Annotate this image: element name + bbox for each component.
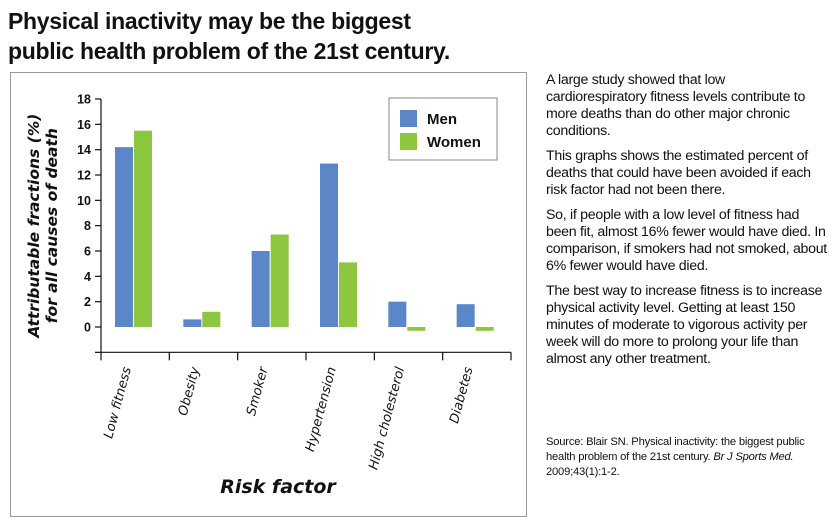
legend-label-women: Women (427, 134, 481, 151)
legend-swatch-men (400, 110, 417, 127)
bar-women-high-cholesterol (407, 327, 426, 331)
description-paragraph-2: This graphs shows the estimated percent … (546, 148, 811, 198)
source-prefix: Source: Blair SN. Physical inactivity: t… (546, 436, 805, 463)
x-tick-label: Hypertension (303, 365, 340, 453)
description-paragraph-1: A large study showed that low cardioresp… (546, 72, 806, 139)
y-tick-label: 16 (77, 118, 91, 132)
y-tick-label: 14 (77, 143, 91, 157)
source-journal: Br J Sports Med. (713, 451, 794, 463)
y-tick-label: 2 (84, 295, 91, 309)
y-tick-label: 18 (77, 93, 91, 107)
source-details: 2009;43(1):1-2. (546, 466, 620, 478)
bar-men-smoker (251, 251, 270, 327)
bar-men-low-fitness (115, 147, 133, 327)
x-tick-label: Obesity (176, 365, 203, 417)
chart-panel: 0 2 4 6 8 10 12 14 16 18 Low fitness Obesity Smoker… (10, 72, 527, 517)
bar-women-low-fitness (134, 130, 152, 327)
bar-women-diabetes (475, 327, 494, 331)
y-tick-label: 10 (77, 194, 91, 208)
y-axis-label-line-1: Attributable fractions (%) (25, 114, 43, 339)
bar-women-hypertension (339, 262, 357, 327)
source-citation: Source: Blair SN. Physical inactivity: t… (546, 435, 829, 480)
title-line-2: public health problem of the 21st centur… (8, 38, 450, 64)
bar-men-high-cholesterol (388, 301, 407, 327)
y-tick-label: 0 (84, 321, 91, 335)
description-panel: A large study showed that low cardioresp… (546, 72, 829, 376)
y-axis-label-line-2: for all causes of death (43, 128, 61, 323)
bar-men-obesity (183, 319, 202, 327)
bar-chart: 0 2 4 6 8 10 12 14 16 18 Low fitness Obesity Smoker… (25, 93, 512, 498)
bar-women-obesity (202, 311, 221, 327)
legend-label-men: Men (427, 111, 457, 128)
x-tick-label: Low fitness (101, 365, 135, 440)
y-ticks-layer: 0 2 4 6 8 10 12 14 16 18 (77, 93, 101, 353)
bar-men-diabetes (456, 304, 475, 327)
bars-layer (115, 130, 494, 331)
bar-women-smoker (270, 234, 289, 327)
description-paragraph-3: So, if people with a low level of fitnes… (546, 207, 827, 274)
x-tick-label: High cholesterol (366, 365, 408, 471)
y-tick-label: 12 (77, 169, 91, 183)
category-labels-layer: Low fitness Obesity Smoker Hypertension High… (101, 364, 476, 472)
x-axis-label: Risk factor (220, 476, 337, 498)
page-title: Physical inactivity may be the biggest p… (8, 6, 528, 66)
y-tick-label: 8 (84, 219, 91, 233)
y-tick-label: 4 (84, 270, 91, 284)
bar-men-hypertension (320, 163, 338, 327)
x-tick-label: Smoker (244, 364, 272, 418)
legend: Men Women (388, 97, 498, 161)
legend-swatch-women (400, 133, 417, 150)
x-tick-label: Diabetes (447, 365, 476, 425)
description-paragraph-4: The best way to increase fitness is to i… (546, 283, 823, 367)
title-line-1: Physical inactivity may be the biggest (8, 8, 411, 34)
y-tick-label: 6 (84, 245, 91, 259)
